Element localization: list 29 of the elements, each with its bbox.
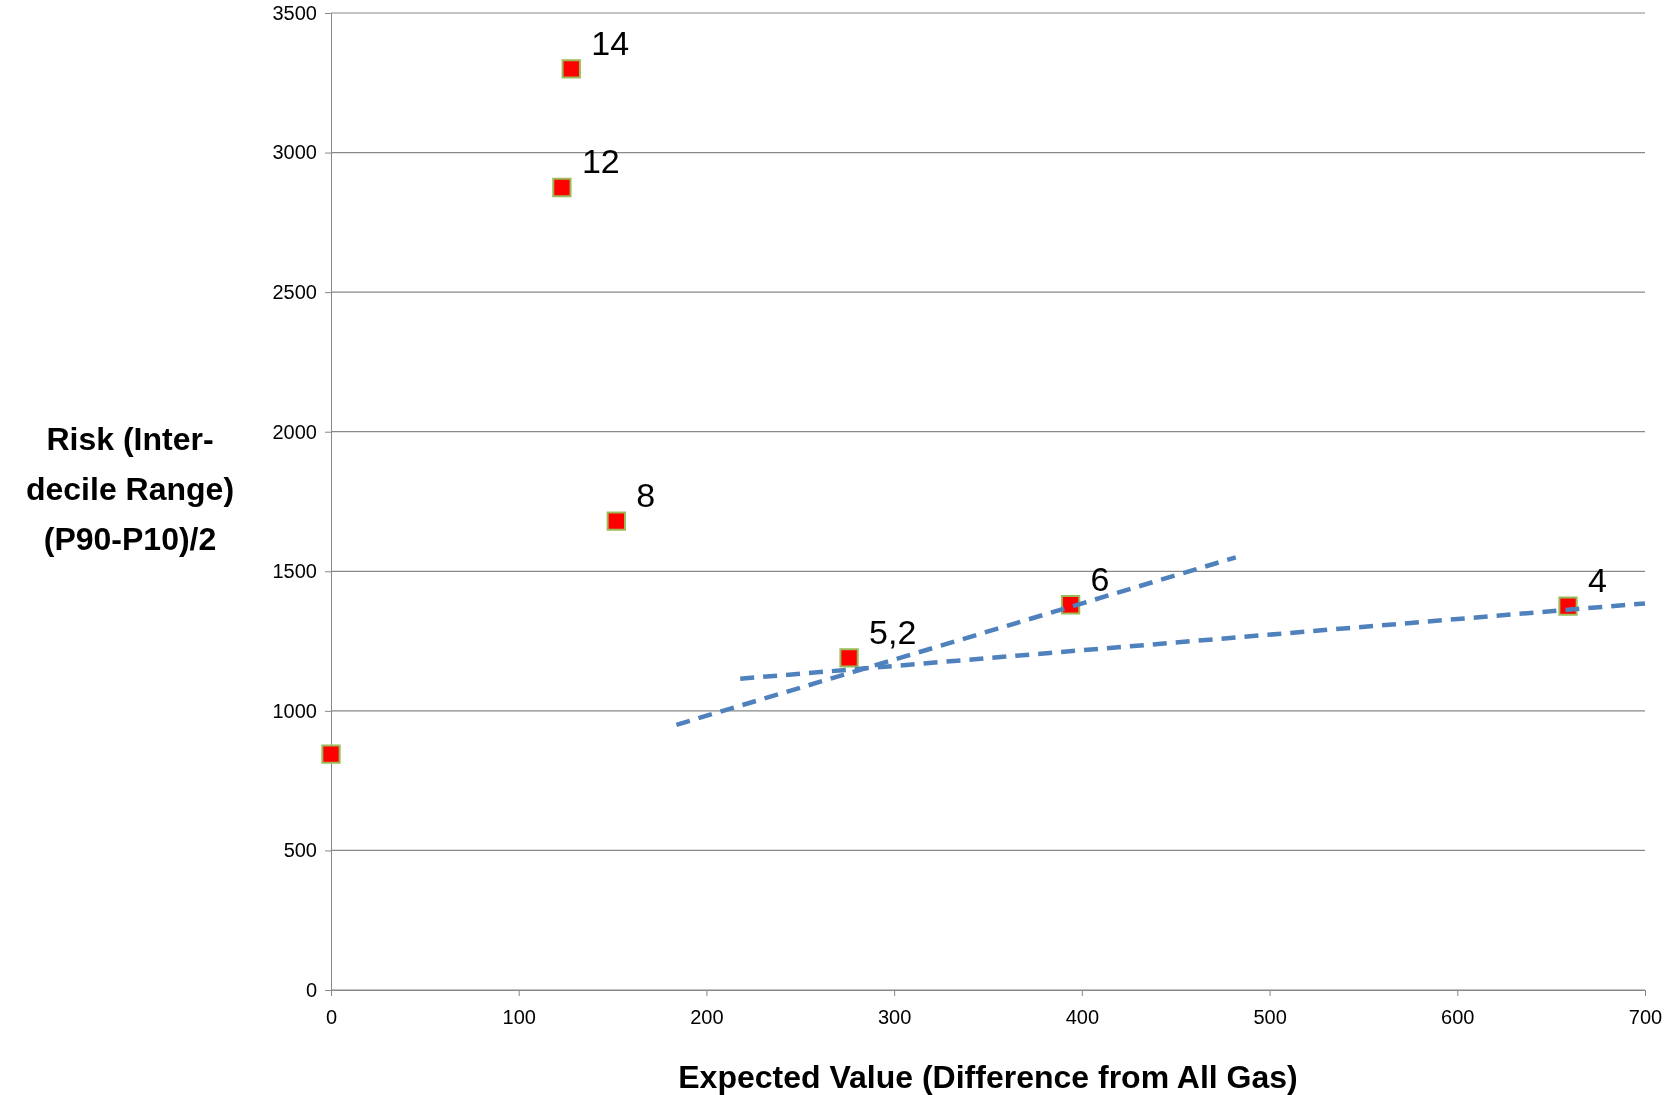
y-tick-label: 1500 xyxy=(272,560,317,583)
y-tick-label: 2500 xyxy=(272,281,317,304)
x-tick-label: 500 xyxy=(1253,1006,1287,1029)
y-tick-label: 500 xyxy=(283,839,317,862)
annotation: 4 xyxy=(1588,561,1607,600)
x-tick-label: 600 xyxy=(1441,1006,1475,1029)
y-tick-label: 2000 xyxy=(272,420,317,443)
x-tick-label: 100 xyxy=(502,1006,536,1029)
y-tick-label: 3500 xyxy=(272,1,317,24)
x-tick-label: 400 xyxy=(1065,1006,1100,1029)
y-axis-title: Risk (Inter-decile Range) (P90-P10)/2 xyxy=(25,421,235,557)
point xyxy=(606,511,626,531)
annotation: 6 xyxy=(1090,559,1110,598)
y-tick-label: 3000 xyxy=(272,141,317,164)
point xyxy=(321,744,341,764)
x-tick-label: 200 xyxy=(690,1006,724,1029)
x-tick-label: 0 xyxy=(325,1006,338,1029)
y-tick-label: 1000 xyxy=(272,699,317,722)
annotation: 12 xyxy=(581,142,620,181)
x-tick-label: 700 xyxy=(1628,1006,1663,1029)
annotation: 14 xyxy=(591,23,630,62)
point xyxy=(561,59,581,79)
x-tick-label: 300 xyxy=(877,1006,912,1029)
x-axis-title: Expected Value (Difference from All Gas) xyxy=(678,1059,1298,1095)
annotation: 8 xyxy=(636,476,656,515)
y-tick-label: 0 xyxy=(305,978,317,1001)
point xyxy=(552,177,572,198)
point xyxy=(839,648,859,668)
annotation: 5,2 xyxy=(869,612,917,651)
